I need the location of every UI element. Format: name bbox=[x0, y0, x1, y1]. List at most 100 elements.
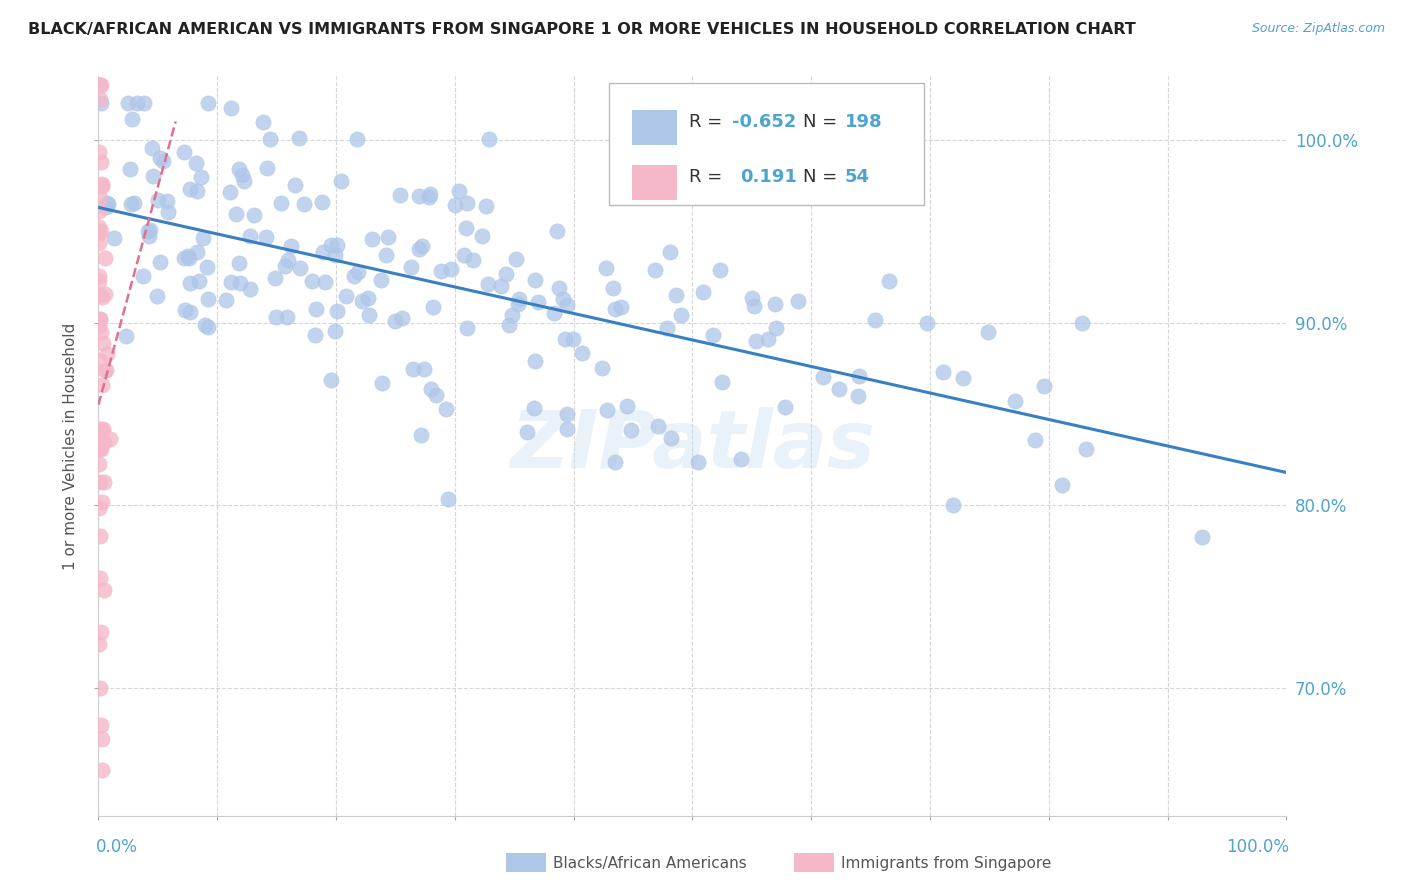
Point bbox=[87, 318, 110, 333]
Point bbox=[141, 141, 163, 155]
Point bbox=[89, 311, 111, 326]
FancyBboxPatch shape bbox=[631, 110, 678, 145]
Point bbox=[346, 265, 368, 279]
Point bbox=[375, 248, 398, 262]
Point bbox=[350, 294, 373, 309]
Point bbox=[456, 196, 478, 211]
Point bbox=[197, 320, 219, 334]
Point bbox=[942, 499, 965, 513]
Point bbox=[422, 300, 444, 314]
Point bbox=[280, 239, 302, 253]
Text: R =: R = bbox=[689, 113, 728, 131]
Point bbox=[91, 335, 114, 350]
Point bbox=[90, 177, 112, 191]
Point bbox=[89, 681, 111, 696]
Point bbox=[765, 296, 787, 310]
Point bbox=[89, 227, 111, 241]
Point bbox=[270, 196, 292, 211]
Point bbox=[391, 311, 413, 326]
Text: Immigrants from Singapore: Immigrants from Singapore bbox=[841, 856, 1052, 871]
Point bbox=[243, 208, 266, 222]
Point bbox=[87, 274, 110, 288]
Point bbox=[93, 475, 115, 489]
Point bbox=[173, 145, 195, 159]
Point bbox=[90, 154, 112, 169]
Point bbox=[90, 434, 112, 448]
Point bbox=[508, 292, 530, 306]
Point bbox=[89, 441, 111, 455]
Point bbox=[370, 273, 392, 287]
Point bbox=[419, 187, 441, 202]
Point bbox=[91, 290, 114, 304]
Point bbox=[264, 270, 287, 285]
Point bbox=[647, 419, 669, 434]
Point bbox=[434, 401, 457, 416]
Point bbox=[89, 529, 111, 543]
Point bbox=[412, 362, 434, 376]
Point bbox=[335, 289, 357, 303]
Point bbox=[471, 228, 494, 243]
Point bbox=[215, 293, 238, 307]
Point bbox=[277, 252, 299, 267]
Point bbox=[408, 189, 430, 203]
Point bbox=[179, 305, 201, 319]
Point bbox=[194, 318, 217, 332]
Point bbox=[915, 316, 938, 330]
Point bbox=[91, 178, 114, 193]
Point bbox=[605, 455, 627, 469]
Point bbox=[256, 161, 278, 175]
Point bbox=[173, 303, 195, 318]
Text: ZIPatlas: ZIPatlas bbox=[510, 407, 875, 485]
Point bbox=[418, 190, 440, 204]
Point bbox=[863, 312, 886, 326]
Point bbox=[304, 328, 326, 343]
Point bbox=[1033, 379, 1056, 393]
Point bbox=[90, 495, 112, 509]
Point bbox=[177, 248, 200, 262]
Point bbox=[527, 294, 550, 309]
Point bbox=[371, 376, 394, 390]
Point bbox=[114, 328, 136, 343]
Point bbox=[139, 223, 162, 237]
Point bbox=[93, 582, 115, 597]
Point bbox=[501, 308, 523, 322]
Point bbox=[977, 326, 1000, 340]
Point bbox=[94, 363, 117, 377]
Point bbox=[90, 732, 112, 747]
Point bbox=[616, 399, 638, 413]
Point bbox=[710, 375, 733, 389]
Point bbox=[186, 244, 208, 259]
Point bbox=[87, 352, 110, 367]
Point bbox=[1076, 442, 1098, 457]
Point bbox=[620, 423, 643, 437]
Point bbox=[311, 195, 333, 210]
Point bbox=[665, 287, 688, 301]
FancyBboxPatch shape bbox=[631, 165, 678, 200]
Text: Source: ZipAtlas.com: Source: ZipAtlas.com bbox=[1251, 22, 1385, 36]
Point bbox=[148, 193, 170, 207]
Text: N =: N = bbox=[803, 113, 844, 131]
Point bbox=[94, 252, 117, 266]
Point bbox=[93, 434, 115, 449]
Point bbox=[89, 311, 111, 326]
Point bbox=[94, 363, 117, 377]
Text: -0.652: -0.652 bbox=[731, 113, 796, 131]
Point bbox=[91, 378, 114, 392]
Point bbox=[602, 281, 624, 295]
Point bbox=[775, 401, 797, 415]
Point bbox=[655, 321, 678, 335]
Point bbox=[437, 492, 460, 507]
Point bbox=[659, 244, 682, 259]
Point bbox=[89, 475, 111, 489]
Point bbox=[523, 273, 546, 287]
Point bbox=[120, 196, 142, 211]
Point bbox=[669, 308, 692, 322]
Point bbox=[321, 238, 343, 252]
Text: 198: 198 bbox=[845, 113, 882, 131]
Point bbox=[89, 571, 111, 585]
Point bbox=[402, 362, 425, 376]
Point bbox=[90, 718, 112, 732]
Point bbox=[475, 199, 498, 213]
Text: 0.191: 0.191 bbox=[740, 169, 797, 186]
Point bbox=[233, 174, 256, 188]
